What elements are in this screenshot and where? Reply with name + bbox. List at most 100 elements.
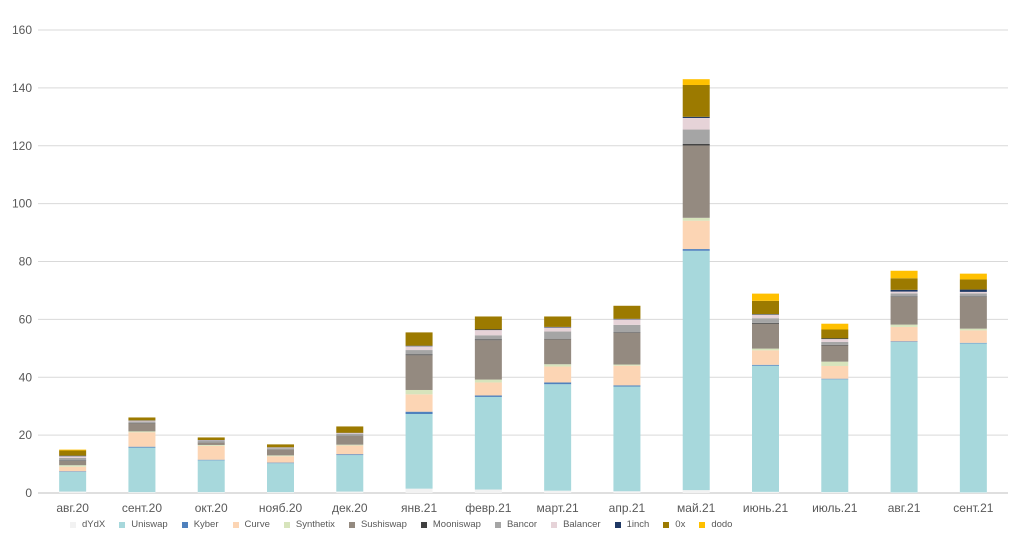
bar-segment-uniswap — [890, 341, 918, 493]
bar-segment-sushiswap — [267, 449, 294, 456]
x-tick-label: окт.20 — [195, 501, 228, 515]
bar-segment-dydx — [336, 491, 364, 493]
legend-label: Balancer — [563, 519, 601, 530]
x-tick-label: март.21 — [537, 501, 580, 515]
x-tick-label: авг.21 — [888, 501, 921, 515]
bar-segment-kyber — [682, 249, 710, 251]
bar-segment-0x — [267, 444, 294, 448]
bar-segment-mooniswap — [890, 296, 918, 297]
bar-segment-dydx — [682, 490, 710, 493]
x-tick-label: июнь.21 — [743, 501, 789, 515]
bar-segment-uniswap — [474, 396, 502, 490]
bar-segment-dydx — [128, 492, 156, 493]
bar-segment-curve — [128, 432, 156, 447]
bar-segment-sushiswap — [197, 442, 225, 445]
bar-segment-curve — [197, 445, 225, 460]
bar-segment-bancor — [197, 440, 225, 443]
x-tick-label: янв.21 — [401, 501, 438, 515]
bar-segment-dodo — [890, 270, 918, 279]
bar-segment-1inch — [959, 289, 987, 292]
bar-segment-synthetix — [544, 364, 572, 367]
bar-segment-balancer — [890, 291, 918, 294]
bar-segment-curve — [752, 350, 779, 365]
legend-swatch — [494, 521, 501, 528]
bar-segment-curve — [544, 366, 572, 383]
bar-segment-sushiswap — [336, 435, 364, 445]
bar-segment-bancor — [336, 433, 364, 436]
x-tick-label: нояб.20 — [259, 501, 303, 515]
bar-segment-kyber — [267, 462, 294, 464]
bar-segment-1inch — [890, 289, 918, 292]
bar-segment-mooniswap — [59, 460, 87, 461]
legend-label: Mooniswap — [432, 519, 481, 530]
legend-item: Synthetix — [283, 519, 335, 530]
bar-segment-sushiswap — [890, 296, 918, 325]
bar-segment-synthetix — [890, 324, 918, 327]
bar-segment-sushiswap — [474, 340, 502, 380]
bar-segment-uniswap — [544, 384, 572, 491]
bar-segment-uniswap — [613, 386, 641, 492]
bar-segment-dydx — [959, 492, 987, 493]
bar-segment-curve — [336, 445, 364, 455]
bar-segment-dydx — [405, 488, 433, 493]
x-tick-label: авг.20 — [56, 501, 89, 515]
bar-segment-bancor — [128, 421, 156, 423]
bar-segment-uniswap — [128, 447, 156, 493]
bar-segment-uniswap — [682, 250, 710, 491]
bar-segment-dydx — [197, 492, 225, 493]
bar-segment-bancor — [682, 129, 710, 145]
bar-segment-0x — [59, 450, 87, 456]
bar-segment-0x — [821, 329, 849, 339]
legend-swatch — [420, 521, 427, 528]
bar-segment-uniswap — [59, 471, 87, 492]
bar-segment-0x — [890, 278, 918, 290]
legend-item: Curve — [232, 519, 270, 530]
x-tick-label: дек.20 — [332, 501, 368, 515]
legend-label: Kyber — [193, 519, 219, 530]
bar-segment-uniswap — [336, 455, 364, 492]
bar-segment-kyber — [613, 385, 641, 387]
y-tick-label: 0 — [25, 486, 32, 500]
bar-segment-synthetix — [128, 431, 156, 433]
bar-segment-balancer — [197, 440, 225, 441]
legend-swatch — [663, 521, 670, 528]
bar-segment-curve — [959, 330, 987, 343]
bar-segment-1inch — [474, 329, 502, 331]
bar-segment-kyber — [405, 411, 433, 415]
bar-segment-dydx — [474, 489, 502, 493]
bar-segment-synthetix — [613, 364, 641, 366]
legend-item: Mooniswap — [420, 519, 481, 530]
bar-segment-balancer — [474, 330, 502, 336]
bar-segment-kyber — [197, 459, 225, 461]
legend-item: dodo — [699, 519, 732, 530]
bar-segment-1inch — [544, 326, 572, 328]
legend-item: dYdX — [70, 519, 105, 530]
bar-segment-sushiswap — [752, 323, 779, 349]
bar-segment-sushiswap — [59, 460, 87, 466]
bar-segment-curve — [474, 382, 502, 396]
bar-segment-dydx — [267, 492, 294, 493]
legend-label: dodo — [711, 519, 733, 530]
legend-swatch — [232, 521, 239, 528]
legend-item: 0x — [663, 519, 685, 530]
bar-segment-synthetix — [267, 455, 294, 457]
x-tick-label: апр.21 — [609, 501, 646, 515]
x-tick-label: сент.20 — [122, 501, 162, 515]
bar-segment-0x — [405, 332, 433, 346]
bar-segment-balancer — [821, 339, 849, 342]
bar-segment-1inch — [59, 455, 87, 457]
legend-swatch — [348, 521, 355, 528]
bar-segment-0x — [128, 417, 156, 421]
bar-segment-sushiswap — [405, 355, 433, 390]
bar-segment-sushiswap — [613, 332, 641, 365]
bar-segment-bancor — [544, 331, 572, 339]
bar-segment-kyber — [59, 471, 87, 472]
bar-segment-mooniswap — [682, 144, 710, 146]
legend-item: Kyber — [181, 519, 219, 530]
bar-segment-balancer — [682, 117, 710, 130]
bar-segment-curve — [821, 365, 849, 379]
bar-segment-dodo — [59, 449, 87, 451]
bar-segment-sushiswap — [128, 423, 156, 432]
bar-segment-balancer — [752, 314, 779, 319]
bar-segment-balancer — [613, 319, 641, 325]
